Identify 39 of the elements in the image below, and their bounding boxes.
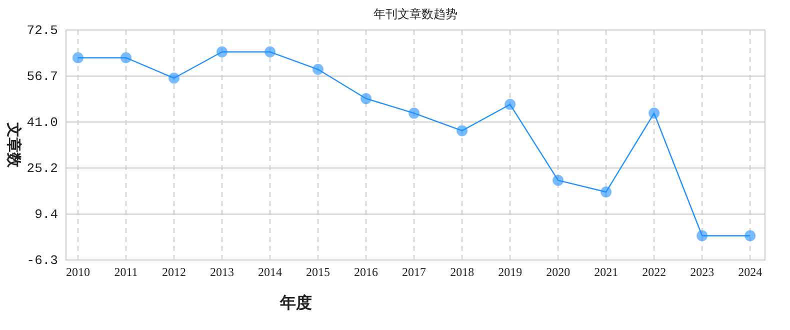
y-tick-label: 56.7 xyxy=(26,69,58,84)
x-tick-label: 2015 xyxy=(306,265,330,279)
x-tick-label: 2017 xyxy=(402,265,426,279)
point xyxy=(552,174,564,186)
point xyxy=(264,46,276,58)
point xyxy=(120,52,132,64)
x-tick-label: 2019 xyxy=(498,265,522,279)
x-tick-label: 2022 xyxy=(642,265,666,279)
y-axis-title: 文章数 xyxy=(5,122,23,168)
x-tick-label: 2012 xyxy=(162,265,186,279)
x-tick-label: 2011 xyxy=(114,265,138,279)
x-tick-label: 2020 xyxy=(546,265,570,279)
x-tick-label: 2013 xyxy=(210,265,234,279)
point xyxy=(360,93,372,104)
point xyxy=(216,46,228,58)
x-tick-label: 2024 xyxy=(738,265,762,279)
chart-title: 年刊文章数趋势 xyxy=(374,7,458,21)
point xyxy=(168,72,180,84)
x-axis-title: 年度 xyxy=(279,293,312,312)
point xyxy=(696,230,708,242)
x-tick-label: 2014 xyxy=(258,265,282,279)
y-tick-label: 41.0 xyxy=(26,114,58,130)
x-tick-label: 2010 xyxy=(66,265,90,279)
point xyxy=(408,108,420,119)
x-tick-label: 2023 xyxy=(690,265,714,279)
point xyxy=(456,125,468,136)
point xyxy=(744,230,756,242)
point xyxy=(648,108,660,119)
y-tick-label: 72.5 xyxy=(26,23,58,38)
y-tick-label: -6.3 xyxy=(26,253,58,268)
point xyxy=(504,98,516,110)
point xyxy=(600,186,612,198)
x-tick-label: 2021 xyxy=(594,265,618,279)
y-tick-label: 25.2 xyxy=(26,161,58,176)
x-tick-label: 2016 xyxy=(354,265,378,279)
point xyxy=(312,64,324,75)
y-tick-label: 9.4 xyxy=(34,207,58,222)
x-tick-label: 2018 xyxy=(450,265,474,279)
point xyxy=(72,52,84,64)
